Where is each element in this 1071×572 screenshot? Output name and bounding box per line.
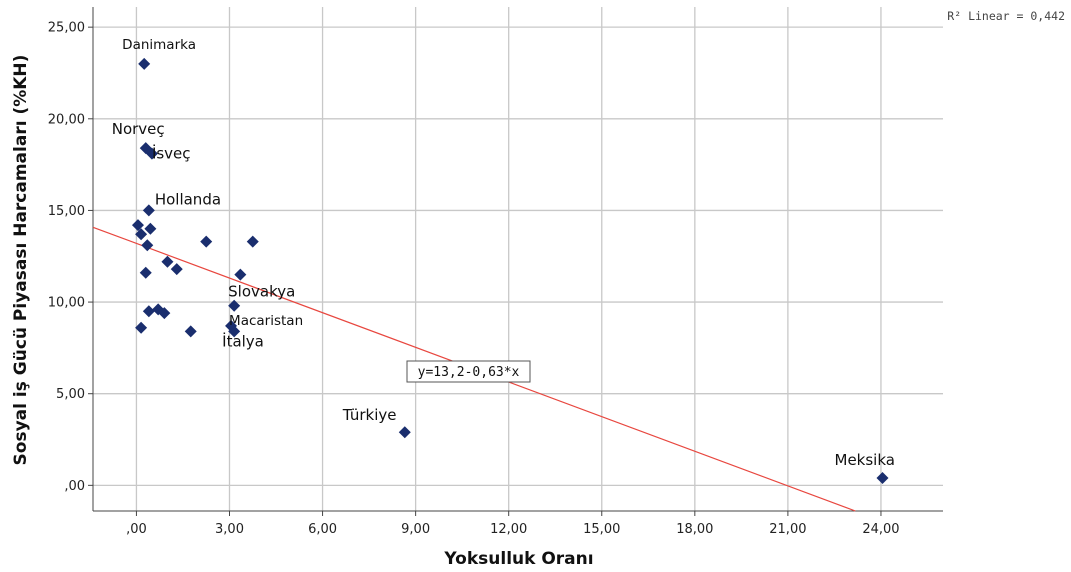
r2-label: R² Linear = 0,442: [947, 9, 1065, 23]
data-point: [246, 235, 259, 248]
data-point: [135, 228, 148, 241]
y-tick-label: 5,00: [56, 387, 85, 402]
data-point: [234, 268, 247, 281]
data-point: [876, 472, 889, 485]
point-label: Hollanda: [155, 190, 221, 208]
axes: ,00 3,00 6,00 9,00 12,00 15,00 18,00 21,00 24,00…: [48, 7, 943, 537]
y-tick-label: 15,00: [48, 204, 85, 219]
data-point: [139, 266, 152, 279]
point-label: Slovakya: [228, 283, 295, 301]
point-label: Norveç: [112, 120, 165, 138]
x-tick-label: 6,00: [308, 522, 337, 537]
data-point: [131, 219, 144, 232]
data-point: [158, 307, 171, 320]
data-point: [184, 325, 197, 338]
data-points: [131, 57, 889, 485]
point-label: İsveç: [152, 144, 191, 163]
x-tick-label: 12,00: [490, 522, 527, 537]
y-tick-label: 10,00: [48, 296, 85, 311]
point-label: Türkiye: [342, 406, 397, 424]
point-label: Meksika: [835, 451, 895, 469]
data-point: [161, 255, 174, 268]
grid-lines: [93, 7, 943, 511]
equation-box: y=13,2-0,63*x: [406, 360, 531, 383]
data-point: [145, 147, 158, 160]
data-point: [398, 426, 411, 439]
equation-label: y=13,2-0,63*x: [418, 365, 520, 380]
x-tick-label: 21,00: [769, 522, 806, 537]
x-tick-label: ,00: [126, 522, 147, 537]
data-point: [141, 239, 154, 252]
data-point: [142, 204, 155, 217]
data-point: [135, 321, 148, 334]
x-tick-label: 24,00: [862, 522, 899, 537]
x-tick-label: 9,00: [401, 522, 430, 537]
y-tick-label: 20,00: [48, 112, 85, 127]
data-point: [228, 299, 241, 312]
point-label: İtalya: [222, 331, 264, 350]
data-point: [138, 57, 151, 70]
data-point: [228, 325, 241, 338]
point-labels: Danimarka Norveç İsveç Hollanda Slovakya Maca…: [112, 37, 895, 469]
y-tick-label: 25,00: [48, 21, 85, 36]
data-point: [170, 263, 183, 276]
data-point: [142, 305, 155, 318]
x-axis-title: Yoksulluk Oranı: [443, 549, 593, 569]
point-label: Danimarka: [122, 37, 196, 53]
x-tick-label: 3,00: [215, 522, 244, 537]
data-point: [200, 235, 213, 248]
point-label: Macaristan: [229, 313, 303, 329]
x-tick-label: 18,00: [676, 522, 713, 537]
y-tick-label: ,00: [64, 479, 85, 494]
x-tick-label: 15,00: [583, 522, 620, 537]
data-point: [144, 222, 157, 235]
y-axis-title: Sosyal iş Gücü Piyasası Harcamaları (%KH…: [11, 55, 31, 466]
